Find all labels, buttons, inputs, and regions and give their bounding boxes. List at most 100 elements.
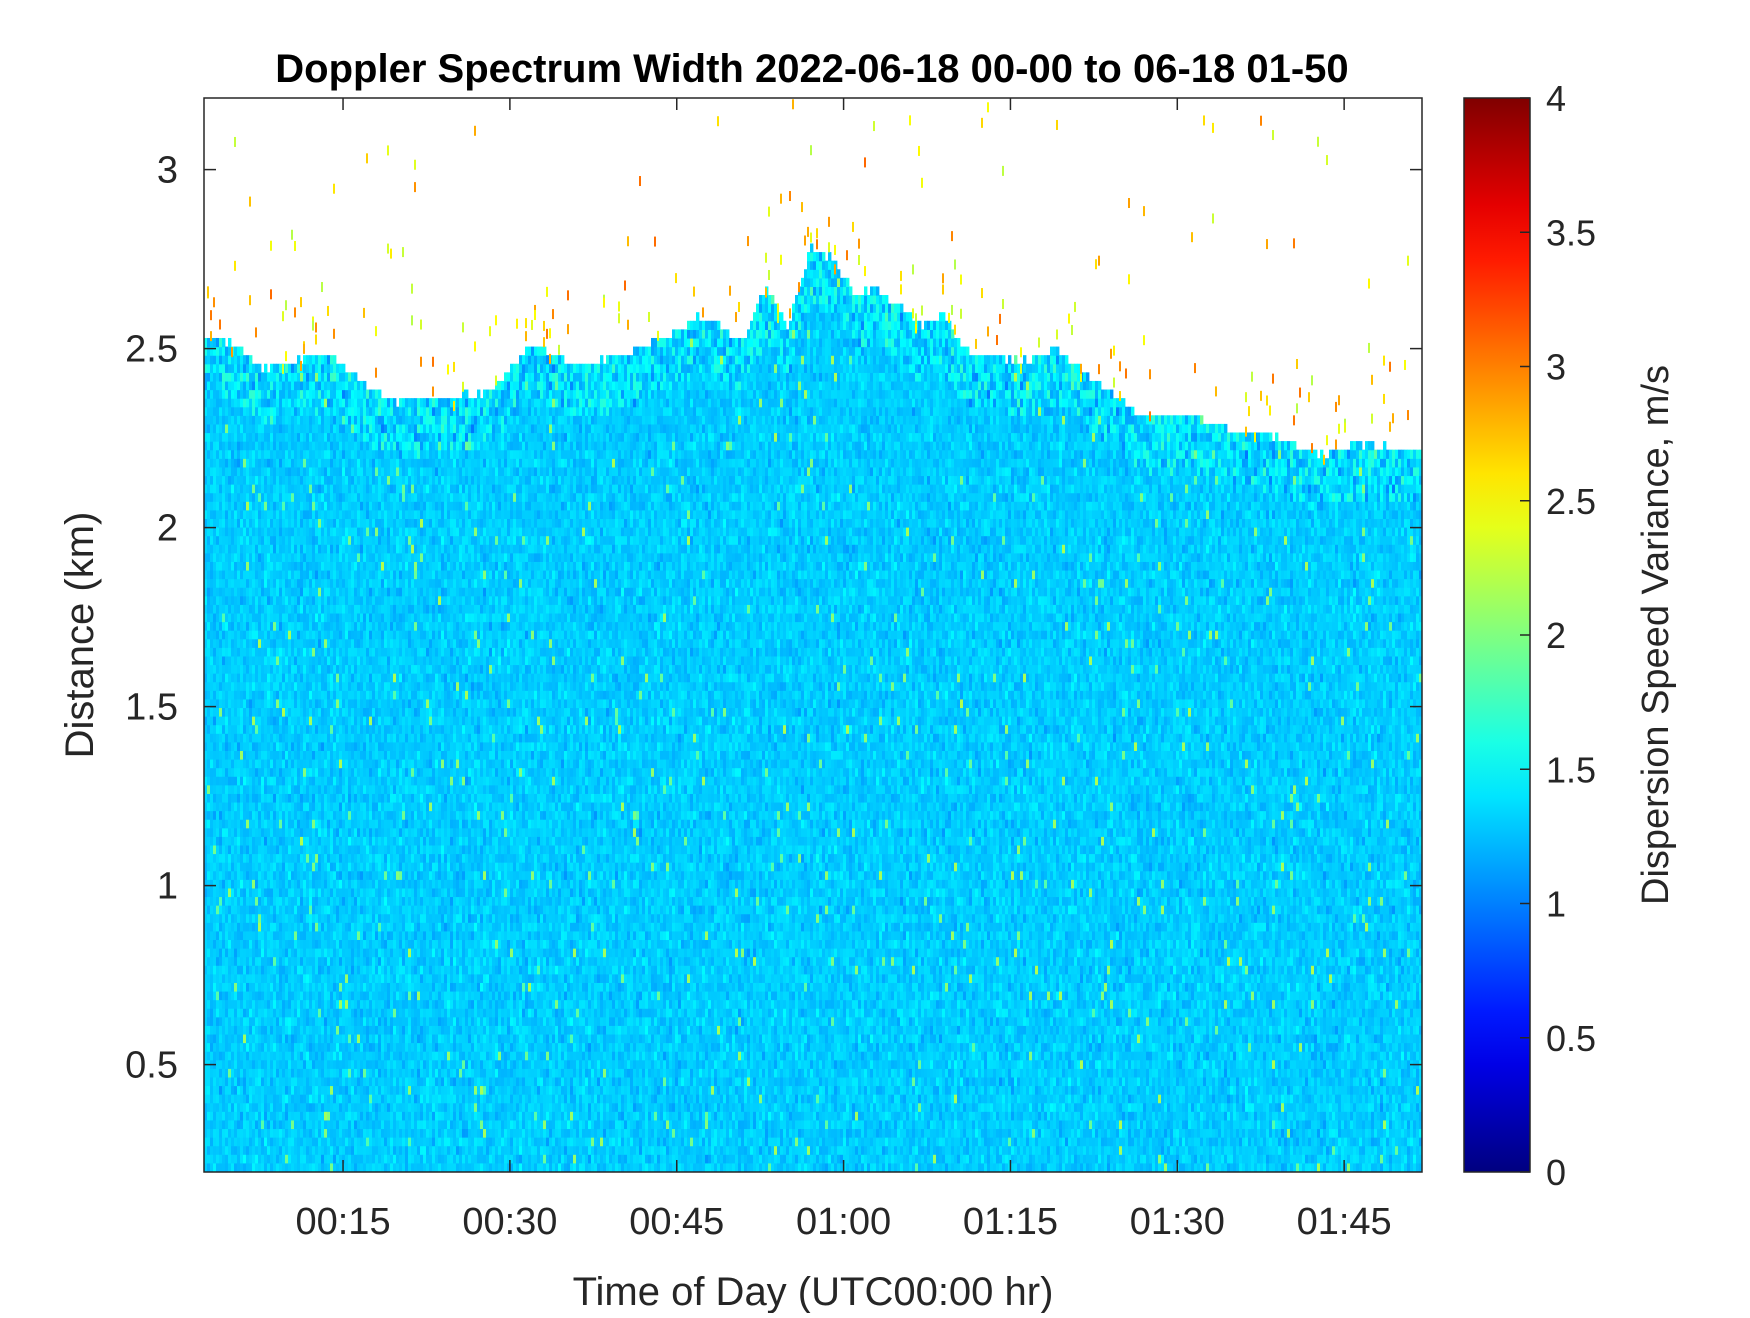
heatmap-cell [252,699,255,708]
heatmap-cell [240,458,243,467]
heatmap-cell [219,819,222,828]
heatmap-cell [303,905,306,914]
heatmap-cell [261,604,264,613]
heatmap-cell [303,561,306,570]
heatmap-cell [288,1137,291,1146]
heatmap-cell [258,922,261,931]
heatmap-cell [303,407,306,416]
heatmap-cell [261,1137,264,1146]
heatmap-cell [294,922,297,931]
heatmap-cell [207,1017,210,1026]
heatmap-cell [243,432,246,441]
heatmap-cell [258,750,261,759]
heatmap-cell [294,707,297,716]
heatmap-cell [291,922,294,931]
heatmap-cell [303,364,306,373]
heatmap-cell [225,811,228,820]
heatmap-cell [249,742,252,751]
heatmap-cell [252,364,255,373]
heatmap-cell [255,750,258,759]
heatmap-cell [264,690,267,699]
heatmap-cell [267,630,270,639]
heatmap-cell [267,647,270,656]
heatmap-cell [267,690,270,699]
heatmap-cell [249,1060,252,1069]
heatmap-cell [219,785,222,794]
heatmap-cell [279,501,282,510]
heatmap-cell [240,579,243,588]
heatmap-cell [228,372,231,381]
heatmap-cell [243,656,246,665]
heatmap-cell [300,527,303,536]
heatmap-cell [261,613,264,622]
heatmap-cell [222,922,225,931]
heatmap-cell [285,862,288,871]
heatmap-cell [210,398,213,407]
heatmap-cell [231,1146,234,1155]
heatmap-cell [258,888,261,897]
heatmap-cell [294,974,297,983]
heatmap-cell [210,716,213,725]
heatmap-cell [213,991,216,1000]
heatmap-cell [303,398,306,407]
heatmap-cell [231,630,234,639]
heatmap-cell [237,613,240,622]
heatmap-cell [261,1128,264,1137]
heatmap-cell [246,742,249,751]
heatmap-cell [285,1077,288,1086]
heatmap-cell [273,381,276,390]
heatmap-cell [297,544,300,553]
heatmap-cell [234,896,237,905]
heatmap-cell [252,1043,255,1052]
heatmap-cell [300,1163,303,1172]
heatmap-cell [267,673,270,682]
heatmap-cell [288,716,291,725]
heatmap-cell [300,725,303,734]
heatmap-cell [234,914,237,923]
heatmap-cell [219,982,222,991]
heatmap-cell [249,768,252,777]
heatmap-cell [273,518,276,527]
heatmap-cell [264,1111,267,1120]
heatmap-cell [276,372,279,381]
heatmap-cell [303,785,306,794]
heatmap-cell [216,879,219,888]
heatmap-cell [222,553,225,562]
heatmap-cell [261,441,264,450]
heatmap-cell [210,776,213,785]
heatmap-cell [291,596,294,605]
heatmap-cell [267,768,270,777]
heatmap-cell [243,742,246,751]
heatmap-cell [297,570,300,579]
heatmap-cell [279,836,282,845]
heatmap-cell [240,527,243,536]
heatmap-cell [255,1060,258,1069]
heatmap-cell [252,785,255,794]
heatmap-cell [249,759,252,768]
heatmap-cell [243,871,246,880]
heatmap-cell [288,742,291,751]
heatmap-cell [306,1146,309,1155]
heatmap-cell [279,527,282,536]
heatmap-cell [303,931,306,940]
heatmap-cell [282,1077,285,1086]
heatmap-cell [261,871,264,880]
heatmap-cell [285,1154,288,1163]
heatmap-cell [258,570,261,579]
heatmap-cell [300,484,303,493]
heatmap-cell [261,802,264,811]
heatmap-cell [231,1154,234,1163]
heatmap-cell [216,922,219,931]
heatmap-cell [276,415,279,424]
heatmap-cell [258,776,261,785]
heatmap-cell [297,527,300,536]
heatmap-cell [207,432,210,441]
heatmap-cell [267,398,270,407]
heatmap-cell [255,484,258,493]
heatmap-cell [216,372,219,381]
heatmap-cell [261,1094,264,1103]
heatmap-cell [261,939,264,948]
heatmap-cell [282,690,285,699]
heatmap-cell [234,1017,237,1026]
heatmap-cell [243,587,246,596]
